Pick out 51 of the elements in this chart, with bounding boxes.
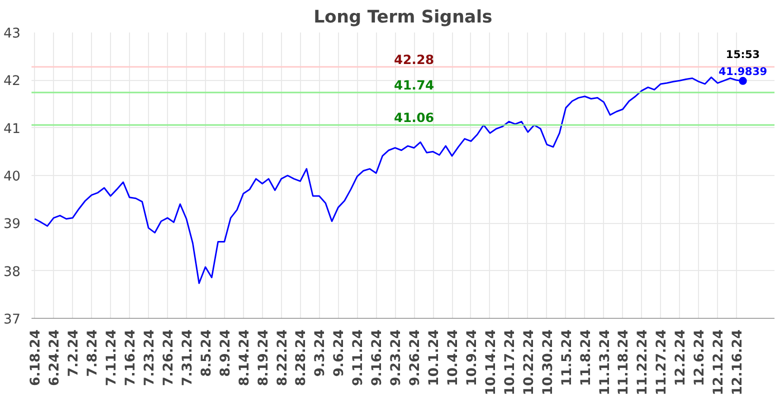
x-tick-label: 8.22.24 [275,329,290,386]
x-tick-label: 12.12.24 [712,329,727,396]
annotation: 41.9839 [718,64,768,78]
x-tick-label: 11.22.24 [636,329,651,396]
x-tick-label: 7.2.24 [66,329,82,377]
ref-line-label: 41.74 [394,78,434,93]
x-tick-label: 9.26.24 [408,329,424,386]
x-tick-label: 7.8.24 [86,329,101,377]
chart-title: Long Term Signals [314,8,492,28]
x-tick-label: 11.5.24 [560,329,575,386]
x-tick-label: 9.3.24 [313,329,328,377]
x-tick-label: 8.14.24 [237,329,252,386]
x-tick-label: 12.6.24 [692,329,708,386]
y-tick-label: 41 [4,122,21,137]
x-tick-label: 10.9.24 [464,329,480,386]
x-tick-label: 8.28.24 [294,329,310,386]
x-tick-label: 8.9.24 [218,329,234,377]
x-tick-label: 8.19.24 [256,329,272,386]
x-tick-label: 10.17.24 [502,329,518,396]
x-tick-label: 10.22.24 [522,329,537,396]
y-tick-label: 42 [4,74,21,90]
x-tick-label: 12.2.24 [674,329,689,386]
y-tick-label: 39 [4,217,21,232]
x-tick-label: 11.18.24 [616,329,632,396]
ref-line-label: 41.06 [394,110,434,125]
x-tick-label: 12.16.24 [730,329,746,396]
annotation: 15:53 [726,48,760,61]
x-tick-label: 9.16.24 [370,329,386,386]
x-tick-label: 7.31.24 [180,329,196,386]
x-tick-label: 8.5.24 [199,329,214,377]
x-tick-label: 7.26.24 [161,329,176,386]
x-tick-label: 7.11.24 [104,329,120,386]
x-tick-label: 10.1.24 [427,329,442,386]
x-tick-label: 10.14.24 [484,329,499,396]
x-tick-label: 9.23.24 [389,329,404,386]
y-tick-label: 43 [4,26,21,42]
y-tick-label: 37 [4,312,21,328]
x-tick-label: 9.6.24 [332,329,348,377]
ref-line-label: 42.28 [394,52,434,67]
x-tick-label: 11.8.24 [578,329,594,386]
y-tick-label: 40 [4,170,21,184]
x-tick-label: 11.13.24 [598,329,613,396]
x-tick-label: 10.4.24 [446,329,462,386]
x-tick-label: 6.24.24 [48,329,63,386]
x-tick-label: 6.18.24 [28,329,44,386]
x-tick-label: 7.23.24 [142,329,158,386]
x-tick-label: 10.30.24 [540,329,556,396]
y-tick-label: 38 [4,264,21,280]
x-tick-label: 11.27.24 [654,329,670,396]
x-tick-label: 7.16.24 [124,329,139,386]
x-tick-label: 9.11.24 [351,329,366,386]
